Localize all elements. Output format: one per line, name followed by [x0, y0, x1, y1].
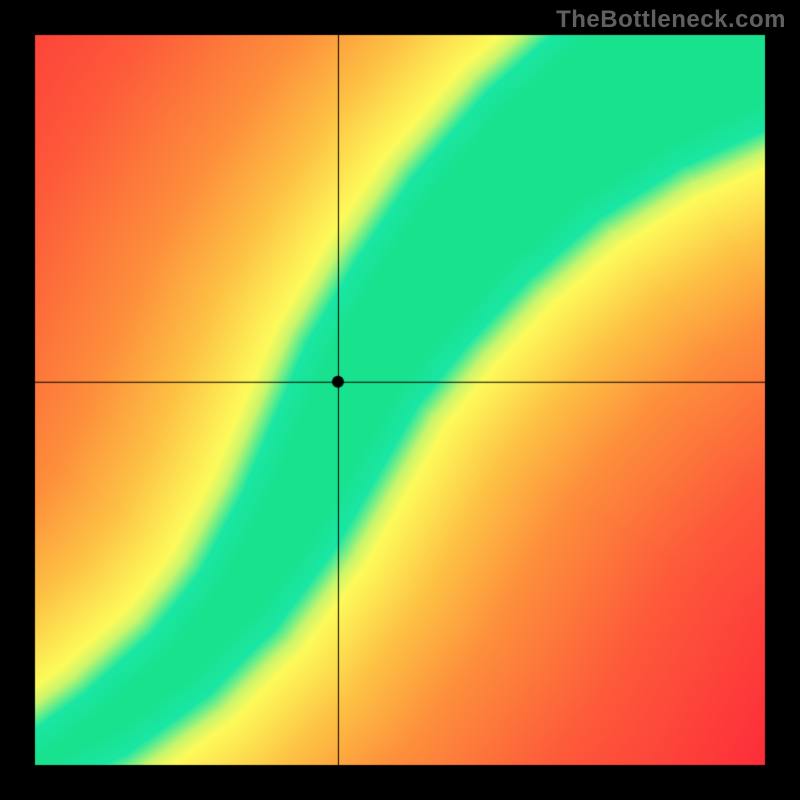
chart-container: TheBottleneck.com — [0, 0, 800, 800]
heatmap-canvas — [0, 0, 800, 800]
watermark-text: TheBottleneck.com — [556, 6, 786, 34]
